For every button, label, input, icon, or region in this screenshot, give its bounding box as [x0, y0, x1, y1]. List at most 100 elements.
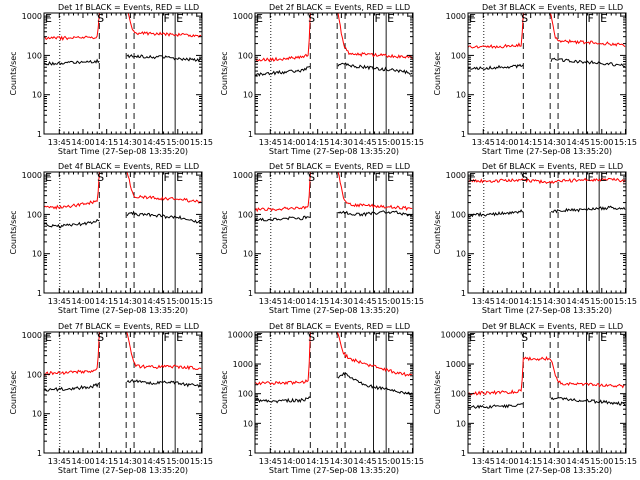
y-tick-label: 1: [37, 289, 42, 298]
x-tick-label: 14:00: [282, 138, 305, 147]
x-tick-label: 15:00: [377, 138, 400, 147]
x-tick-label: 14:00: [71, 138, 94, 147]
x-tick-label: 14:45: [354, 297, 377, 306]
phase-marker-e: E: [176, 331, 183, 344]
x-tick-label: 14:00: [495, 297, 518, 306]
phase-marker-e: E: [176, 12, 183, 25]
y-tick-label: 1: [37, 449, 42, 458]
y-tick-label: 1000: [233, 12, 253, 21]
phase-marker-f: F: [588, 331, 594, 344]
phase-marker-f: F: [375, 12, 381, 25]
x-axis-label: Start Time (27-Sep-08 13:35:20): [269, 306, 399, 315]
x-tick-label: 15:00: [590, 457, 613, 466]
series-line-events: [254, 210, 413, 223]
x-tick-label: 14:00: [495, 138, 518, 147]
phase-marker-e: E: [600, 171, 607, 184]
chart-panel-2: [254, 12, 414, 135]
phase-marker-e: E: [256, 12, 263, 25]
phase-marker-f: F: [164, 171, 170, 184]
x-axis-label: Start Time (27-Sep-08 13:35:20): [269, 147, 399, 156]
phase-marker-s: S: [97, 331, 104, 344]
plot-frame: [254, 12, 414, 135]
x-tick-label: 14:15: [95, 457, 118, 466]
phase-marker-e: E: [469, 12, 476, 25]
y-tick-label: 1000: [22, 12, 42, 21]
series-line-lld: [467, 177, 626, 185]
x-tick-label: 15:15: [614, 297, 637, 306]
x-tick-label: 15:15: [401, 457, 424, 466]
plot-frame: [43, 171, 203, 294]
plot-frame: [43, 331, 203, 454]
y-tick-label: 1: [461, 289, 466, 298]
y-axis-label: Counts/sec: [9, 51, 18, 95]
y-tick-label: 1000: [446, 12, 466, 21]
x-tick-label: 15:15: [190, 297, 213, 306]
x-tick-label: 14:15: [519, 138, 542, 147]
series-line-events: [43, 54, 202, 66]
x-tick-label: 14:00: [495, 457, 518, 466]
x-axis-label: Start Time (27-Sep-08 13:35:20): [482, 466, 612, 475]
phase-marker-e: E: [600, 331, 607, 344]
plot-frame: [467, 171, 627, 294]
phase-marker-f: F: [588, 171, 594, 184]
y-tick-label: 100: [27, 210, 42, 219]
chart-title: Det 6f BLACK = Events, RED = LLD: [482, 162, 623, 171]
x-tick-label: 15:00: [590, 138, 613, 147]
y-tick-label: 1000: [233, 171, 253, 180]
x-tick-label: 14:30: [119, 297, 142, 306]
phase-marker-e: E: [600, 12, 607, 25]
y-tick-label: 10: [243, 419, 253, 428]
y-tick-label: 100: [27, 51, 42, 60]
x-axis-label: Start Time (27-Sep-08 13:35:20): [269, 466, 399, 475]
plot-frame: [254, 171, 414, 294]
chart-title: Det 1f BLACK = Events, RED = LLD: [58, 3, 199, 12]
chart-panel-5: [254, 171, 414, 294]
x-axis-label: Start Time (27-Sep-08 13:35:20): [58, 306, 188, 315]
y-tick-label: 1000: [233, 360, 253, 369]
y-axis-label: Counts/sec: [220, 370, 229, 414]
x-tick-label: 13:45: [48, 138, 71, 147]
x-tick-label: 14:00: [282, 457, 305, 466]
y-tick-label: 100: [451, 210, 466, 219]
x-tick-label: 14:15: [306, 457, 329, 466]
y-tick-label: 10: [32, 91, 42, 100]
x-tick-label: 14:30: [119, 457, 142, 466]
phase-marker-e: E: [387, 12, 394, 25]
phase-marker-s: S: [97, 171, 104, 184]
phase-marker-f: F: [375, 331, 381, 344]
x-tick-label: 13:45: [259, 138, 282, 147]
y-tick-label: 1: [248, 289, 253, 298]
x-tick-label: 13:45: [48, 297, 71, 306]
y-tick-label: 10: [456, 91, 466, 100]
y-tick-label: 100: [451, 390, 466, 399]
x-tick-label: 15:00: [377, 457, 400, 466]
y-tick-label: 10: [32, 410, 42, 419]
x-tick-label: 14:30: [543, 297, 566, 306]
x-tick-label: 15:00: [590, 297, 613, 306]
x-tick-label: 15:15: [401, 138, 424, 147]
chart-title: Det 7f BLACK = Events, RED = LLD: [58, 322, 199, 331]
x-tick-label: 14:00: [282, 297, 305, 306]
series-line-lld: [467, 355, 626, 396]
phase-marker-e: E: [387, 171, 394, 184]
y-tick-label: 1: [248, 449, 253, 458]
x-tick-label: 15:15: [614, 457, 637, 466]
x-axis-label: Start Time (27-Sep-08 13:35:20): [58, 147, 188, 156]
x-tick-label: 14:45: [143, 457, 166, 466]
chart-panel-6: [467, 171, 627, 294]
chart-panel-4: [43, 171, 203, 294]
x-tick-label: 14:15: [519, 297, 542, 306]
y-tick-label: 10: [243, 91, 253, 100]
phase-marker-e: E: [176, 171, 183, 184]
chart-panel-9: [467, 331, 627, 454]
y-tick-label: 10000: [441, 330, 466, 339]
x-tick-label: 15:00: [377, 297, 400, 306]
y-axis-label: Counts/sec: [433, 51, 442, 95]
y-tick-label: 100: [238, 390, 253, 399]
plot-frame: [467, 12, 627, 135]
y-tick-label: 100: [238, 51, 253, 60]
x-tick-label: 15:00: [166, 457, 189, 466]
series-line-events: [467, 57, 626, 71]
phase-marker-e: E: [387, 331, 394, 344]
y-axis-label: Counts/sec: [433, 210, 442, 254]
